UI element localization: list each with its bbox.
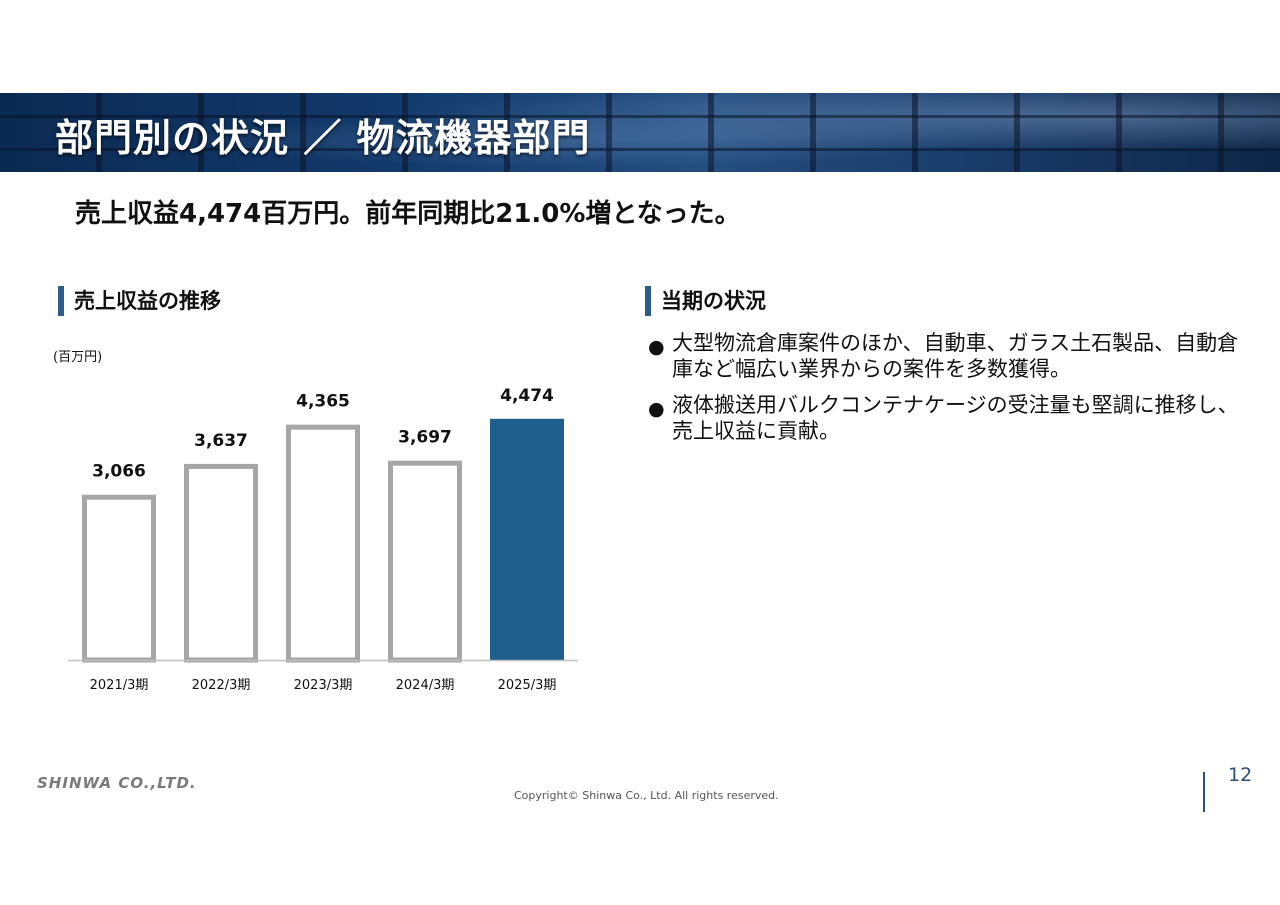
status-bullet-item: ● 大型物流倉庫案件のほか、自動車、ガラス土石製品、自動倉庫など幅広い業界からの… [648,330,1258,382]
bar-2021/3期 [82,494,156,663]
data-label-2021/3期: 3,066 [92,462,146,482]
category-label-2025/3期: 2025/3期 [498,678,557,693]
bar-2024/3期 [388,460,462,663]
company-logo: SHINWA CO.,LTD. [37,774,197,792]
data-label-2022/3期: 3,637 [194,431,248,451]
page-title: 部門別の状況 ／ 物流機器部門 [55,116,591,160]
page-number-divider [1203,772,1205,812]
bar-2025/3期 [490,418,564,660]
bullet-dot-icon: ● [648,336,665,358]
bar-2022/3期 [184,463,258,663]
section-title-revenue: 売上収益の推移 [58,286,221,316]
data-label-2023/3期: 4,365 [296,392,350,412]
header-banner: 部門別の状況 ／ 物流機器部門 [0,93,1280,172]
category-label-2021/3期: 2021/3期 [90,678,149,693]
status-bullet-text: 液体搬送用バルクコンテナケージの受注量も堅調に推移し、売上収益に貢献。 [672,393,1239,443]
status-bullet-list: ● 大型物流倉庫案件のほか、自動車、ガラス土石製品、自動倉庫など幅広い業界からの… [648,330,1258,454]
category-label-2023/3期: 2023/3期 [294,678,353,693]
copyright-text: Copyright© Shinwa Co., Ltd. All rights r… [514,789,779,802]
data-label-2024/3期: 3,697 [398,428,452,448]
status-bullet-text: 大型物流倉庫案件のほか、自動車、ガラス土石製品、自動倉庫など幅広い業界からの案件… [672,331,1239,381]
headline-summary: 売上収益4,474百万円。前年同期比21.0%増となった。 [75,199,741,229]
banner-divider-bottom [0,148,1280,151]
status-bullet-item: ● 液体搬送用バルクコンテナケージの受注量も堅調に推移し、売上収益に貢献。 [648,392,1258,444]
page-number: 12 [1228,764,1253,786]
banner-divider-top [0,115,1280,118]
data-label-2025/3期: 4,474 [500,386,554,406]
bullet-dot-icon: ● [648,398,665,420]
category-label-2022/3期: 2022/3期 [192,678,251,693]
bar-2023/3期 [286,424,360,663]
revenue-bar-chart: 3,066 2021/3期 3,637 2022/3期 4,365 2023/3期 3,69… [68,386,578,693]
category-label-2024/3期: 2024/3期 [396,678,455,693]
chart-unit-label: (百万円) [53,350,103,365]
section-title-status: 当期の状況 [645,286,766,316]
banner-window-pattern [0,93,1280,172]
